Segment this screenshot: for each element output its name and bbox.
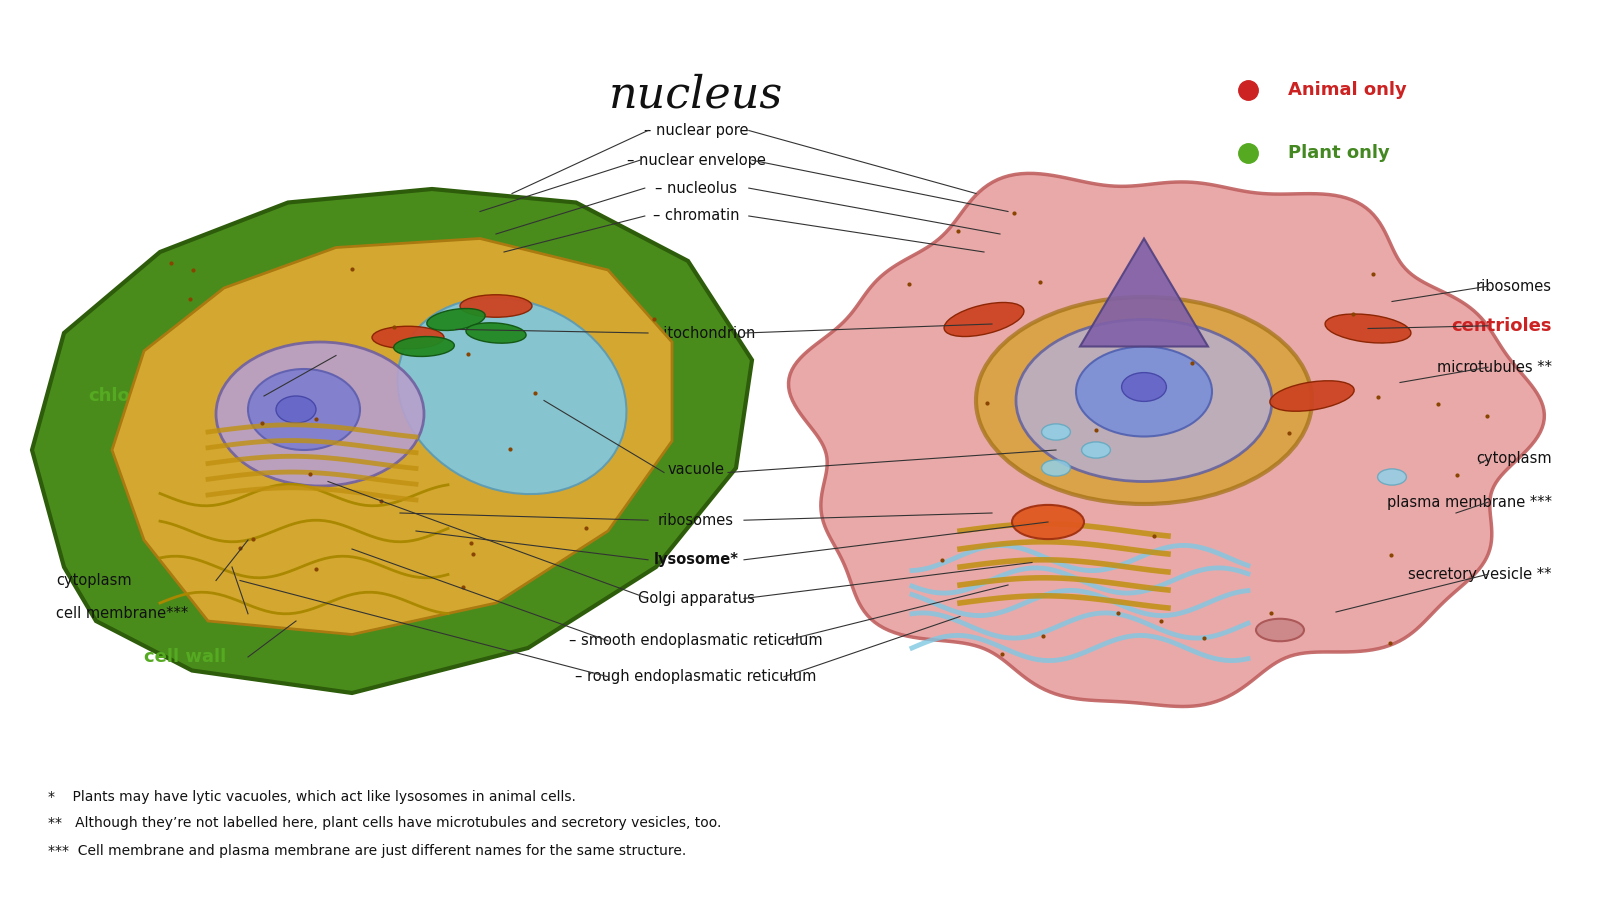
Ellipse shape	[1256, 619, 1304, 641]
Text: – chromatin: – chromatin	[653, 209, 739, 223]
Ellipse shape	[427, 309, 485, 330]
Text: **   Although they’re not labelled here, plant cells have microtubules and secre: ** Although they’re not labelled here, p…	[48, 816, 722, 831]
Text: nucleus: nucleus	[610, 73, 782, 116]
Text: microtubules **: microtubules **	[1437, 360, 1552, 374]
Text: cell wall: cell wall	[144, 648, 226, 666]
Text: plasma membrane ***: plasma membrane ***	[1387, 495, 1552, 509]
Ellipse shape	[394, 337, 454, 356]
Text: – nuclear pore: – nuclear pore	[643, 123, 749, 138]
Text: – nuclear envelope: – nuclear envelope	[627, 153, 765, 167]
Ellipse shape	[1016, 320, 1272, 482]
Ellipse shape	[976, 297, 1312, 504]
Ellipse shape	[371, 327, 445, 348]
Ellipse shape	[1122, 373, 1166, 401]
Ellipse shape	[216, 342, 424, 486]
Text: – rough endoplasmatic reticulum: – rough endoplasmatic reticulum	[576, 670, 816, 684]
Ellipse shape	[1082, 442, 1110, 458]
Text: secretory vesicle **: secretory vesicle **	[1408, 567, 1552, 581]
Ellipse shape	[466, 323, 526, 343]
Polygon shape	[789, 174, 1544, 707]
Ellipse shape	[1325, 314, 1411, 343]
Text: lysosome*: lysosome*	[653, 553, 739, 567]
Ellipse shape	[397, 298, 627, 494]
Text: vacuole: vacuole	[667, 463, 725, 477]
Ellipse shape	[1013, 505, 1085, 539]
Text: Plant only: Plant only	[1288, 144, 1390, 162]
Text: cytoplasm: cytoplasm	[1477, 452, 1552, 466]
Text: ribosomes: ribosomes	[1475, 279, 1552, 293]
Ellipse shape	[1042, 424, 1070, 440]
Ellipse shape	[277, 396, 317, 423]
Text: centrioles: centrioles	[1451, 317, 1552, 335]
Text: – nucleolus: – nucleolus	[654, 181, 738, 195]
Text: – mitochondrion: – mitochondrion	[637, 326, 755, 340]
Text: ***  Cell membrane and plasma membrane are just different names for the same str: *** Cell membrane and plasma membrane ar…	[48, 843, 686, 858]
Ellipse shape	[1042, 460, 1070, 476]
Polygon shape	[1080, 238, 1208, 346]
Text: chloroplast: chloroplast	[88, 387, 202, 405]
Text: *    Plants may have lytic vacuoles, which act like lysosomes in animal cells.: * Plants may have lytic vacuoles, which …	[48, 789, 576, 804]
Text: cytoplasm: cytoplasm	[56, 573, 131, 588]
Text: cell membrane***: cell membrane***	[56, 607, 189, 621]
Polygon shape	[32, 189, 752, 693]
Ellipse shape	[1378, 469, 1406, 485]
Ellipse shape	[1270, 381, 1354, 411]
Text: – smooth endoplasmatic reticulum: – smooth endoplasmatic reticulum	[570, 634, 822, 648]
Ellipse shape	[1075, 346, 1213, 436]
Ellipse shape	[944, 302, 1024, 337]
Polygon shape	[112, 238, 672, 634]
Ellipse shape	[461, 295, 531, 318]
Text: ribosomes: ribosomes	[658, 513, 734, 527]
Text: Golgi apparatus: Golgi apparatus	[637, 591, 755, 606]
Ellipse shape	[248, 369, 360, 450]
Text: Animal only: Animal only	[1288, 81, 1406, 99]
